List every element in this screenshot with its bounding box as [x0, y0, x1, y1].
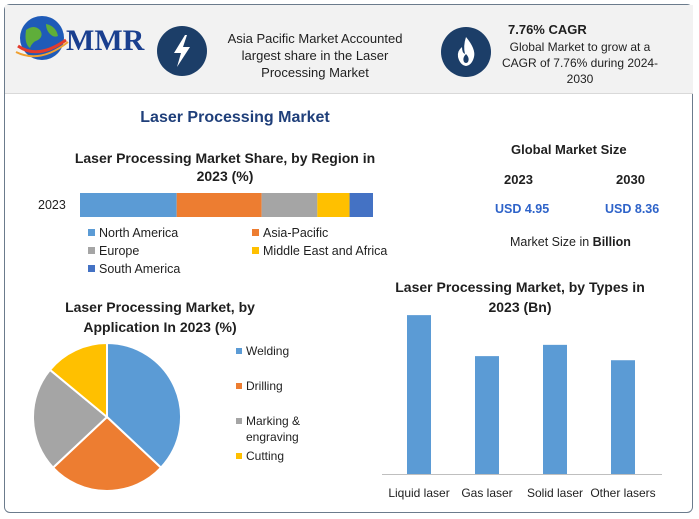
region-legend-swatch-0 — [88, 229, 95, 236]
region-legend-label-2: Europe — [99, 244, 139, 258]
lightning-icon — [157, 26, 207, 76]
logo-text: MMR — [66, 24, 145, 57]
region-chart-title: Laser Processing Market Share, by Region… — [74, 150, 376, 184]
flame-icon — [441, 27, 491, 77]
pie-slice-0 — [106, 341, 182, 470]
region-legend-label-3: Middle East and Africa — [263, 244, 387, 258]
region-legend-swatch-1 — [252, 229, 259, 236]
market-size-title: Global Market Size — [511, 142, 627, 157]
types-tick-label-2: Solid laser — [527, 486, 583, 500]
types-bar-3 — [611, 360, 635, 474]
pie-legend-label-3: Cutting — [246, 449, 284, 463]
pie-legend-swatch-1 — [236, 383, 242, 389]
region-bar-segment-3 — [317, 193, 350, 217]
region-bar-segment-2 — [261, 193, 318, 217]
market-size-note-unit: Billion — [592, 235, 631, 249]
application-chart-title: Laser Processing Market, by Application … — [65, 299, 255, 335]
pie-slice-1 — [51, 415, 163, 492]
types-tick-label-0: Liquid laser — [388, 486, 449, 500]
header-band — [5, 5, 693, 94]
page-title: Laser Processing Market — [140, 109, 330, 126]
pie-legend-label-1: Drilling — [246, 379, 283, 393]
mmr-logo — [12, 12, 142, 68]
region-bar-category-label: 2023 — [38, 198, 66, 212]
market-size-year-2030: 2030 — [616, 172, 645, 187]
types-bar-1 — [475, 356, 499, 474]
market-size-note: Market Size in Billion — [510, 235, 631, 249]
market-size-note-prefix: Market Size in — [510, 235, 593, 249]
header-info-apac: Asia Pacific Market Accounted largest sh… — [227, 31, 403, 80]
market-size-value-2023: USD 4.95 — [495, 202, 550, 216]
pie-legend-swatch-2 — [236, 418, 242, 424]
types-bar-2 — [543, 344, 567, 474]
region-bar-segment-1 — [176, 193, 262, 217]
types-tick-label-3: Other lasers — [590, 486, 655, 500]
pie-legend-swatch-0 — [236, 348, 242, 354]
pie-slice-2 — [32, 368, 109, 470]
region-legend-swatch-4 — [88, 265, 95, 272]
region-legend-label-4: South America — [99, 262, 180, 276]
cagr-title: 7.76% CAGR — [508, 22, 587, 37]
pie-slice-3 — [48, 341, 108, 420]
region-legend-swatch-2 — [88, 247, 95, 254]
market-size-year-2023: 2023 — [504, 172, 533, 187]
region-legend-label-1: Asia-Pacific — [263, 226, 328, 240]
types-chart-title: Laser Processing Market, by Types in 202… — [395, 279, 645, 315]
region-bar-segment-0 — [80, 193, 177, 217]
pie-legend-swatch-3 — [236, 453, 242, 459]
cagr-text: Global Market to grow at a CAGR of 7.76%… — [501, 40, 659, 86]
globe-icon — [15, 16, 69, 60]
pie-legend-label-0: Welding — [246, 344, 289, 358]
region-bar-segment-4 — [349, 193, 373, 217]
types-tick-label-1: Gas laser — [461, 486, 512, 500]
market-size-value-2030: USD 8.36 — [605, 202, 660, 216]
infographic-frame — [4, 4, 693, 513]
region-legend-label-0: North America — [99, 226, 178, 240]
region-legend-swatch-3 — [252, 247, 259, 254]
pie-legend-label-2: Marking & engraving — [246, 414, 300, 444]
types-bar-0 — [407, 315, 431, 474]
